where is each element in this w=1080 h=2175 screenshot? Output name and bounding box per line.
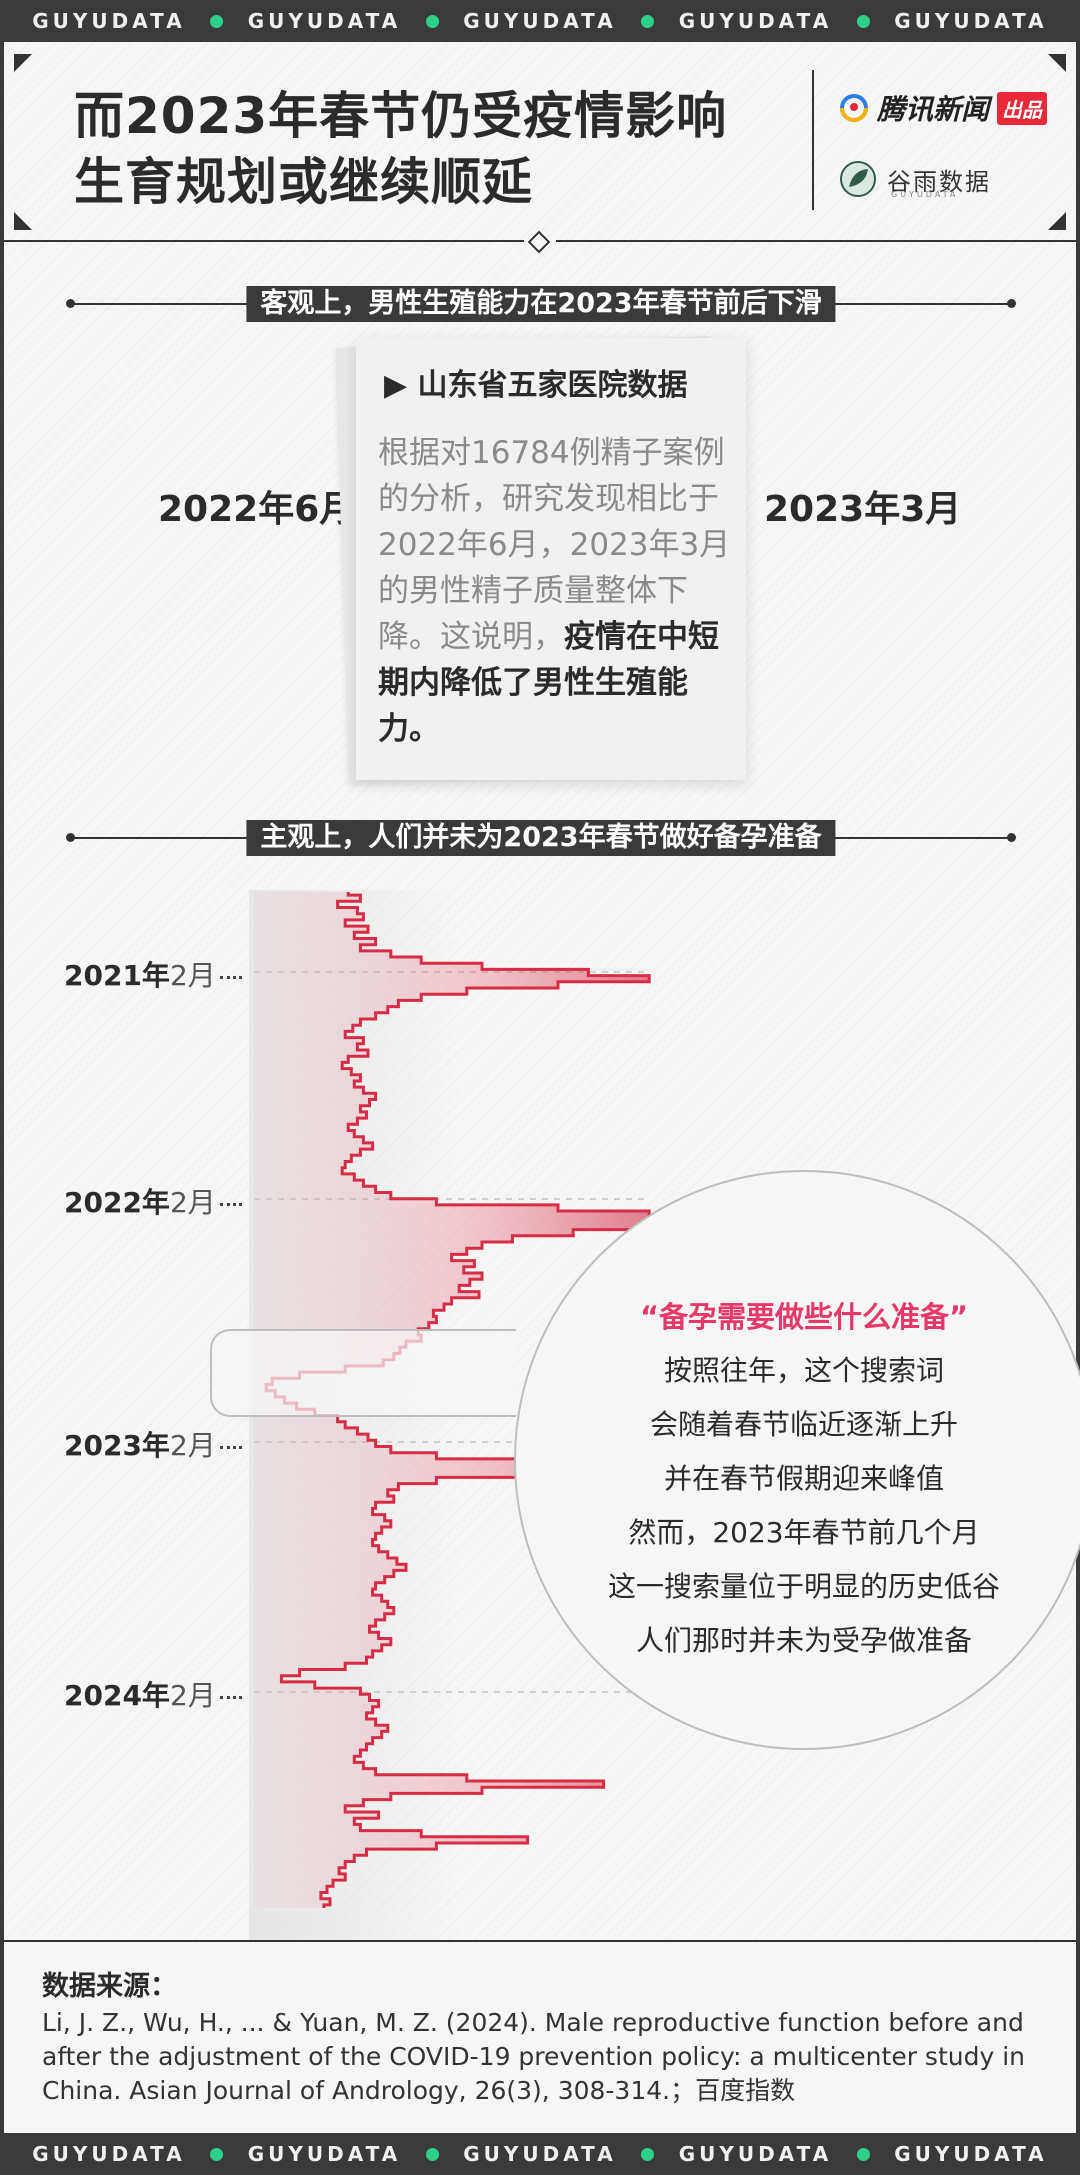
band-dot-icon — [210, 14, 224, 28]
callout-pointer — [210, 1329, 516, 1417]
callout-line: 按照往年，这个搜索词 — [663, 1354, 944, 1387]
guyu-leaf-icon — [840, 161, 876, 197]
band-brand-text: GUYUDATA — [32, 9, 186, 33]
note-body-emphasis: 疫情在中短期内降低了男性生殖能力。 — [378, 619, 719, 747]
chart-series-area — [254, 892, 741, 1908]
guyu-data-name: 谷雨数据 — [887, 167, 991, 196]
date-right: 2023年3月 — [764, 489, 962, 530]
guyu-data-subname: GUYUDATA — [891, 190, 959, 199]
band-brand-text: GUYUDATA — [678, 2142, 833, 2166]
y-axis-tick-label: 2022年2月 — [64, 1181, 242, 1221]
band-brand-text: GUYUDATA — [247, 2142, 402, 2166]
band-dot-icon — [425, 14, 439, 28]
study-note-card: ▶ 山东省五家医院数据 根据对16784例精子案例的分析，研究发现相比于2022… — [356, 338, 746, 780]
bottom-brand-band: GUYUDATA GUYUDATA GUYUDATA GUYUDATA GUYUDATA — [0, 2133, 1080, 2175]
page-title-line-1: 而2023年春节仍受疫情影响 — [74, 87, 728, 145]
y-axis-tick-label: 2023年2月 — [64, 1424, 242, 1464]
callout-circle — [514, 1170, 1080, 1750]
note-title: ▶ 山东省五家医院数据 — [384, 368, 688, 403]
callout-quote: “备孕需要做些什么准备” — [639, 1300, 969, 1334]
band-brand-text: GUYUDATA — [894, 2142, 1048, 2166]
header-rule-right — [556, 240, 1076, 242]
band-brand-text: GUYUDATA — [678, 9, 833, 33]
callout-line: 然而，2023年春节前几个月 — [628, 1516, 980, 1549]
band-dot-icon — [210, 2147, 224, 2161]
band-brand-text: GUYUDATA — [463, 9, 617, 33]
callout-text: “备孕需要做些什么准备” 按照往年，这个搜索词 会随着春节临近逐渐上升 并在春节假期… — [544, 1290, 1064, 1668]
y-axis-tick-label: 2021年2月 — [64, 954, 242, 994]
callout-line: 这一搜索量位于明显的历史低谷 — [607, 1570, 1000, 1603]
date-left: 2022年6月 — [158, 489, 356, 530]
infographic-card: 而2023年春节仍受疫情影响 生育规划或继续顺延 腾讯新闻 出品 谷雨数据 GU… — [4, 42, 1080, 2135]
band-dot-icon — [425, 2147, 439, 2161]
source-body: Li, J. Z., Wu, H., ... & Yuan, M. Z. (20… — [42, 2008, 1026, 2105]
tencent-news-icon — [840, 94, 868, 122]
band-dot-icon — [641, 14, 655, 28]
band-dot-icon — [856, 14, 870, 28]
band-dot-icon — [856, 2147, 870, 2161]
section1-label: 客观上，男性生殖能力在2023年春节前后下滑 — [246, 286, 836, 322]
header: 而2023年春节仍受疫情影响 生育规划或继续顺延 腾讯新闻 出品 谷雨数据 GU… — [4, 42, 1076, 242]
note-body-text: 根据对16784例精子案例的分析，研究发现相比于2022年6月，2023年3月的… — [378, 435, 731, 655]
band-brand-text: GUYUDATA — [32, 2142, 186, 2166]
guyu-data-logo: 谷雨数据 GUYUDATA — [839, 160, 991, 199]
section1-header: 客观上，男性生殖能力在2023年春节前后下滑 — [66, 286, 1016, 322]
band-dot-icon — [641, 2147, 655, 2161]
tencent-news-tag: 出品 — [997, 91, 1048, 125]
callout-line: 人们那时并未为受孕做准备 — [635, 1624, 972, 1657]
header-rule-left — [4, 240, 524, 242]
source-title: 数据来源： — [42, 1971, 177, 2002]
section2-label: 主观上，人们并未为2023年春节做好备孕准备 — [246, 820, 836, 856]
callout-line: 并在春节假期迎来峰值 — [663, 1462, 944, 1495]
source-section: 数据来源： Li, J. Z., Wu, H., ... & Yuan, M. … — [4, 1940, 1076, 2135]
tencent-news-name: 腾讯新闻 — [877, 93, 990, 126]
note-body: 根据对16784例精子案例的分析，研究发现相比于2022年6月，2023年3月的… — [378, 430, 733, 752]
tencent-news-logo: 腾讯新闻 出品 — [839, 88, 1048, 128]
band-brand-text: GUYUDATA — [247, 9, 402, 33]
header-divider — [812, 70, 814, 210]
callout-line: 会随着春节临近逐渐上升 — [649, 1408, 958, 1441]
section2-header: 主观上，人们并未为2023年春节做好备孕准备 — [66, 820, 1016, 856]
corner-marks — [14, 54, 1066, 230]
band-brand-text: GUYUDATA — [894, 9, 1048, 33]
band-brand-text: GUYUDATA — [463, 2142, 617, 2166]
y-axis-tick-label: 2024年2月 — [64, 1674, 242, 1714]
page-title-line-2: 生育规划或继续顺延 — [74, 153, 533, 211]
top-brand-band: GUYUDATA GUYUDATA GUYUDATA GUYUDATA GUYUDATA — [0, 0, 1080, 42]
